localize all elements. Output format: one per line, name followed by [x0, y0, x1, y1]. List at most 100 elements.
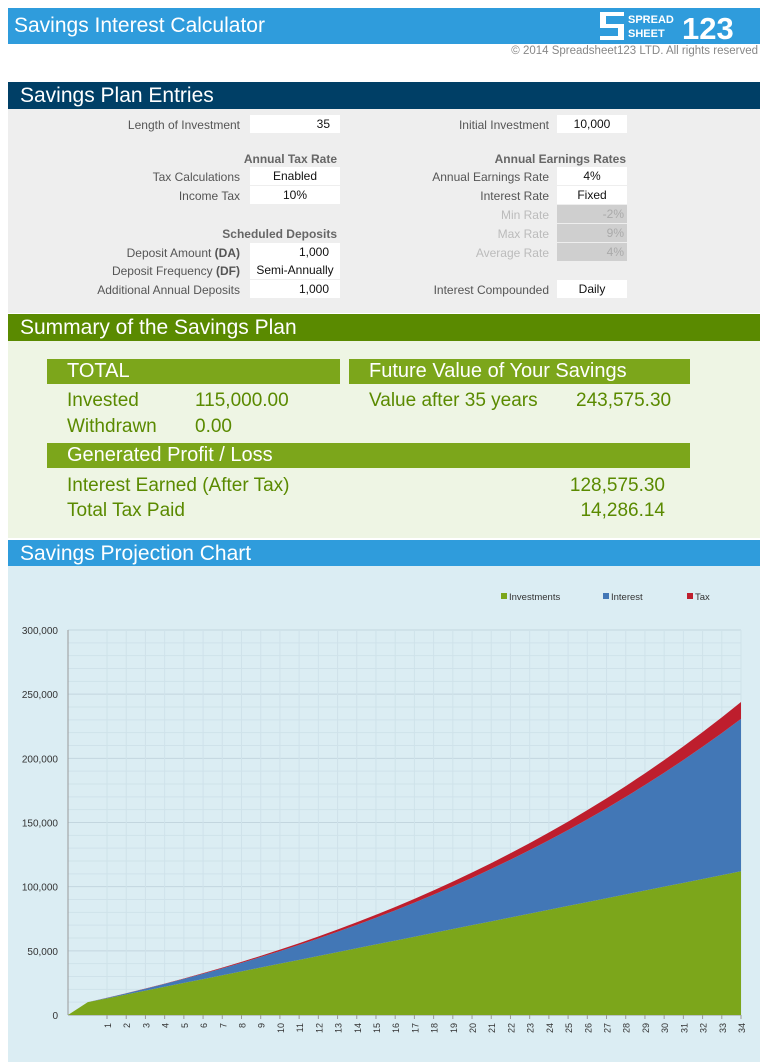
x-tick-label: 3 [141, 1023, 151, 1028]
income-tax-label: Income Tax [178, 189, 240, 203]
y-tick-label: 100,000 [22, 883, 59, 894]
x-tick-label: 23 [526, 1023, 536, 1033]
length-label: Length of Investment [127, 118, 240, 132]
x-tick-label: 12 [314, 1023, 324, 1033]
svg-text:SPREAD: SPREAD [628, 14, 674, 26]
y-tick-label: 0 [52, 1011, 58, 1022]
interest-earned-value: 128,575.30 [569, 475, 665, 496]
interest-earned-label: Interest Earned (After Tax) [67, 475, 290, 496]
fv-heading: Future Value of Your Savings [349, 359, 690, 384]
tax-calc-label: Tax Calculations [152, 170, 240, 184]
earnings-heading: Annual Earnings Rates [494, 152, 626, 166]
max-rate-label: Max Rate [497, 227, 549, 241]
min-rate-input: -2% [557, 205, 627, 223]
y-tick-label: 50,000 [27, 947, 58, 958]
legend-label-tax: Tax [695, 592, 710, 603]
copyright: © 2014 Spreadsheet123 LTD. All rights re… [511, 45, 758, 57]
x-tick-label: 4 [161, 1023, 171, 1028]
legend-label-investments: Investments [509, 592, 560, 603]
y-tick-label: 300,000 [22, 626, 59, 637]
additional-label: Additional Annual Deposits [97, 283, 240, 297]
x-tick-label: 11 [295, 1023, 305, 1032]
withdrawn-label: Withdrawn [67, 416, 157, 437]
area-investments [68, 871, 741, 1015]
length-input[interactable]: 35 [250, 115, 340, 133]
deposit-amount-text: Deposit Amount [126, 246, 215, 260]
entries-panel [8, 109, 760, 313]
x-tick-label: 9 [257, 1023, 267, 1028]
x-tick-label: 21 [487, 1023, 497, 1033]
legend-swatch-interest [603, 593, 609, 599]
x-tick-label: 34 [737, 1023, 747, 1033]
x-tick-label: 22 [506, 1023, 516, 1033]
x-tick-label: 17 [410, 1023, 420, 1033]
deposit-freq-text: Deposit Frequency [111, 264, 216, 278]
legend-swatch-investments [501, 593, 507, 599]
x-tick-label: 14 [353, 1023, 363, 1033]
deposit-amount-label: Deposit Amount (DA) [0, 246, 240, 260]
chart-section-title: Savings Projection Chart [8, 540, 760, 567]
fv-value: 243,575.30 [576, 390, 672, 411]
earnings-rate-input[interactable]: 4% [557, 167, 627, 185]
x-tick-label: 15 [372, 1023, 382, 1033]
svg-text:123: 123 [682, 11, 734, 42]
tax-calc-select[interactable]: Enabled [250, 167, 340, 185]
x-tick-label: 18 [430, 1023, 440, 1033]
fv-label: Value after 35 years [369, 390, 538, 411]
entries-section-title: Savings Plan Entries [8, 82, 760, 109]
deposit-freq-abbr: (DF) [216, 264, 240, 278]
x-tick-label: 7 [218, 1023, 228, 1028]
x-tick-label: 2 [122, 1023, 132, 1028]
app-header: Savings Interest Calculator SPREAD SHEET… [8, 8, 760, 44]
interest-rate-label: Interest Rate [480, 189, 549, 203]
legend-swatch-tax [687, 593, 693, 599]
income-tax-input[interactable]: 10% [250, 186, 340, 204]
tax-heading: Annual Tax Rate [243, 152, 337, 166]
x-tick-label: 26 [583, 1023, 593, 1033]
deposit-freq-label: Deposit Frequency (DF) [0, 264, 240, 278]
spreadsheet123-logo: SPREAD SHEET 123 [598, 10, 746, 42]
interest-rate-select[interactable]: Fixed [557, 186, 627, 204]
x-tick-label: 5 [180, 1023, 190, 1028]
deposit-amount-abbr: (DA) [214, 246, 240, 260]
x-tick-label: 25 [564, 1023, 574, 1033]
x-tick-label: 20 [468, 1023, 478, 1033]
y-tick-label: 200,000 [22, 754, 59, 765]
tax-paid-label: Total Tax Paid [67, 500, 185, 521]
x-tick-label: 16 [391, 1023, 401, 1033]
x-tick-label: 19 [449, 1023, 459, 1033]
x-tick-label: 28 [622, 1023, 632, 1033]
max-rate-input: 9% [557, 224, 627, 242]
y-tick-label: 250,000 [22, 690, 59, 701]
x-tick-label: 8 [237, 1023, 247, 1028]
deposit-amount-input[interactable]: 1,000 [250, 243, 340, 261]
initial-input[interactable]: 10,000 [557, 115, 627, 133]
x-tick-label: 27 [603, 1023, 613, 1033]
x-tick-label: 10 [276, 1023, 286, 1033]
profit-heading: Generated Profit / Loss [47, 443, 690, 468]
x-tick-label: 31 [679, 1023, 689, 1033]
x-tick-label: 6 [199, 1023, 209, 1028]
x-tick-label: 1 [103, 1023, 113, 1028]
additional-input[interactable]: 1,000 [250, 280, 340, 298]
x-tick-label: 30 [660, 1023, 670, 1033]
app-title: Savings Interest Calculator [14, 14, 265, 37]
avg-rate-label: Average Rate [475, 246, 549, 260]
compounded-label: Interest Compounded [433, 283, 549, 297]
compounded-select[interactable]: Daily [557, 280, 627, 298]
total-heading: TOTAL [47, 359, 340, 384]
invested-value: 115,000.00 [195, 390, 289, 411]
deposit-freq-select[interactable]: Semi-Annually [250, 261, 340, 279]
min-rate-label: Min Rate [500, 208, 549, 222]
earnings-rate-label: Annual Earnings Rate [432, 170, 549, 184]
area-interest [68, 718, 741, 1015]
invested-label: Invested [67, 390, 139, 411]
x-tick-label: 24 [545, 1023, 555, 1033]
y-tick-label: 150,000 [22, 819, 59, 830]
x-tick-label: 32 [699, 1023, 709, 1033]
x-tick-label: 33 [718, 1023, 728, 1033]
legend-label-interest: Interest [611, 592, 643, 603]
svg-text:SHEET: SHEET [628, 28, 665, 40]
avg-rate-input: 4% [557, 243, 627, 261]
